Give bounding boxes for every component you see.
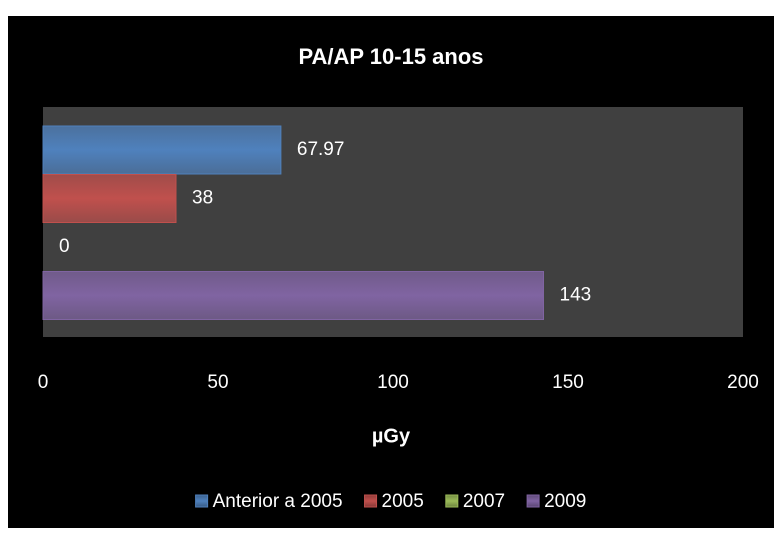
bar	[42, 271, 544, 320]
legend-item: 2005	[364, 491, 424, 512]
legend-label: Anterior a 2005	[213, 491, 343, 512]
legend-item: 2007	[445, 491, 505, 512]
data-label: 67.97	[297, 139, 345, 160]
x-tick-label: 0	[38, 372, 49, 393]
legend-label: 2005	[382, 491, 424, 512]
chart-title: PA/AP 10-15 anos	[298, 44, 483, 69]
legend-item: 2009	[526, 491, 586, 512]
legend-label: 2007	[463, 491, 505, 512]
x-tick-label: 200	[727, 372, 759, 393]
bar	[42, 125, 282, 175]
legend-swatch	[445, 494, 459, 508]
legend-item: Anterior a 2005	[195, 491, 343, 512]
legend-label: 2009	[544, 491, 586, 512]
legend-swatch	[364, 494, 378, 508]
bar	[42, 174, 177, 223]
x-tick-label: 100	[377, 372, 409, 393]
data-label: 38	[192, 188, 213, 209]
legend-swatch	[195, 494, 209, 508]
legend-swatch	[526, 494, 540, 508]
x-tick-label: 150	[552, 372, 584, 393]
data-label: 143	[560, 285, 592, 306]
data-label: 0	[59, 236, 70, 257]
x-tick-label: 50	[207, 372, 228, 393]
x-axis-label: µGy	[372, 425, 411, 447]
